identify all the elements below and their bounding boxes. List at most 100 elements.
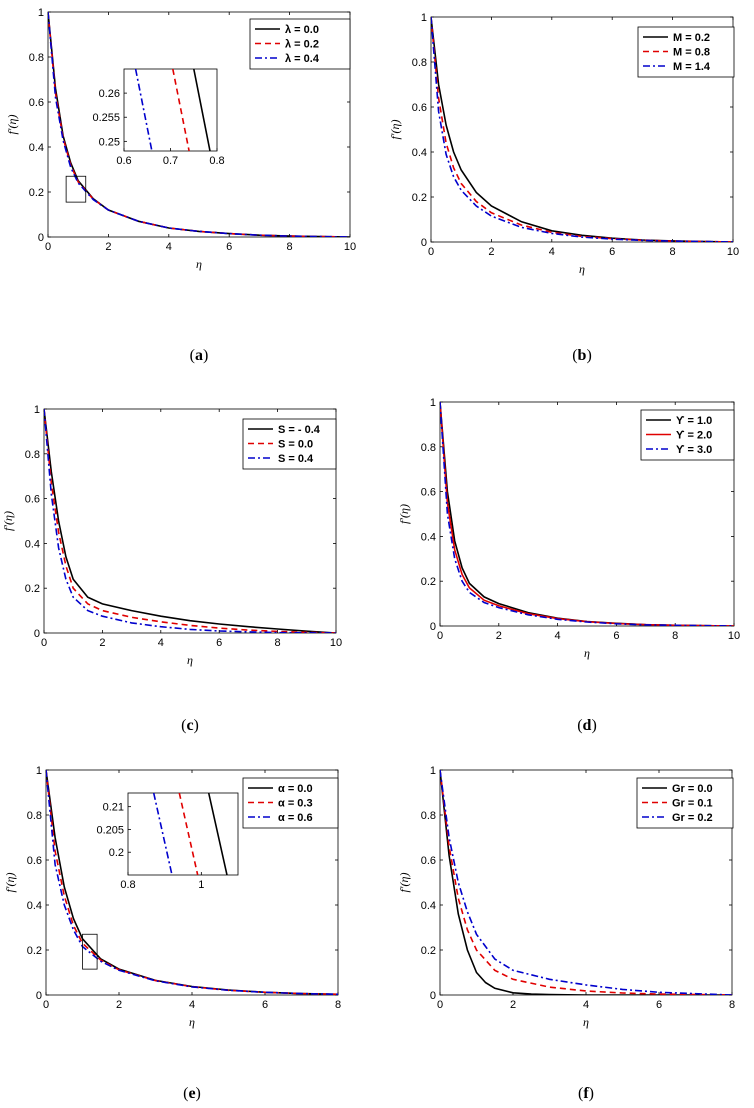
inset-series-line-3 <box>152 793 173 875</box>
inset-plot: 0.6 0.7 0.8 0.25 0.255 0.26 <box>92 68 225 167</box>
inset-y-tick-label: 0.26 <box>99 88 120 100</box>
inset-plot: 0.8 1 0.2 0.205 0.21 <box>96 792 239 891</box>
y-tick-label: 0.2 <box>29 187 44 199</box>
legend: Gr = 0.0 Gr = 0.1 Gr = 0.2 <box>636 777 734 829</box>
y-tick-label: 0 <box>430 990 436 1002</box>
y-tick-label: 0.8 <box>412 57 427 69</box>
legend-entry-3: M = 1.4 <box>673 61 711 73</box>
y-axis-label: f′(η) <box>3 873 17 893</box>
x-tick-label: 6 <box>216 637 222 649</box>
x-tick-label: 10 <box>344 241 356 253</box>
y-tick-label: 0.8 <box>27 810 42 822</box>
x-tick-label: 4 <box>158 637 164 649</box>
inset-series-line-2 <box>178 793 199 875</box>
y-tick-label: 0.8 <box>421 810 436 822</box>
legend-entry-2: S = 0.0 <box>278 439 313 451</box>
legend-entry-3: α = 0.6 <box>278 812 313 824</box>
inset-series-line-2 <box>172 69 190 151</box>
legend-entry-1: λ = 0.0 <box>285 24 319 36</box>
inset-x-tick-label: 1 <box>198 879 204 891</box>
legend-entry-1: α = 0.0 <box>278 783 313 795</box>
x-tick-label: 8 <box>672 630 678 642</box>
y-tick-label: 0.4 <box>421 900 436 912</box>
legend-entry-3: ϒ = 3.0 <box>676 444 712 456</box>
y-tick-label: 1 <box>34 404 40 416</box>
x-tick-label: 8 <box>275 637 281 649</box>
x-tick-label: 6 <box>609 246 615 258</box>
y-tick-label: 0.6 <box>421 487 436 499</box>
inset-series-line-1 <box>207 793 228 875</box>
legend-entry-1: Gr = 0.0 <box>672 783 713 795</box>
x-tick-label: 8 <box>287 241 293 253</box>
x-tick-label: 6 <box>613 630 619 642</box>
y-tick-label: 0.2 <box>25 583 40 595</box>
legend-entry-2: ϒ = 2.0 <box>676 430 712 442</box>
y-axis-label: f′(η) <box>1 511 15 531</box>
x-tick-label: 2 <box>116 999 122 1011</box>
y-axis-label: f′(η) <box>388 120 402 140</box>
y-tick-label: 0 <box>36 990 42 1002</box>
x-axis-label: η <box>187 653 193 667</box>
y-tick-label: 0.6 <box>25 494 40 506</box>
y-tick-label: 0.6 <box>412 102 427 114</box>
x-axis-label: η <box>584 646 590 660</box>
series-line-3 <box>440 770 732 995</box>
x-tick-label: 2 <box>496 630 502 642</box>
y-tick-label: 1 <box>36 765 42 777</box>
series-line-3 <box>44 409 336 633</box>
series-line-2 <box>44 409 336 633</box>
y-tick-label: 1 <box>38 7 44 19</box>
y-axis-label: f′(η) <box>397 873 411 893</box>
legend-entry-2: Gr = 0.1 <box>672 798 713 810</box>
x-tick-label: 2 <box>105 241 111 253</box>
x-tick-label: 0 <box>43 999 49 1011</box>
panel-caption: (e) <box>183 1085 201 1102</box>
series-line-1 <box>44 409 336 633</box>
inset-y-tick-label: 0.255 <box>92 112 120 124</box>
x-tick-label: 10 <box>728 630 740 642</box>
y-tick-label: 1 <box>430 397 436 409</box>
x-tick-label: 4 <box>583 999 589 1011</box>
legend: λ = 0.0 λ = 0.2 λ = 0.4 <box>249 18 351 70</box>
legend: α = 0.0 α = 0.3 α = 0.6 <box>242 777 339 829</box>
inset-y-tick-label: 0.205 <box>96 824 124 836</box>
y-tick-label: 0 <box>38 232 44 244</box>
y-tick-label: 1 <box>421 12 427 24</box>
zoom-box <box>65 175 87 203</box>
legend-entry-3: Gr = 0.2 <box>672 812 713 824</box>
series-line-3 <box>440 402 734 626</box>
x-tick-label: 2 <box>488 246 494 258</box>
legend: M = 0.2 M = 0.8 M = 1.4 <box>637 26 735 78</box>
y-tick-label: 0.2 <box>421 945 436 957</box>
inset-x-tick-label: 0.8 <box>209 155 224 167</box>
x-tick-label: 0 <box>437 630 443 642</box>
inset-y-tick-label: 0.2 <box>109 847 124 859</box>
y-tick-label: 1 <box>430 765 436 777</box>
inset-x-tick-label: 0.6 <box>116 155 131 167</box>
x-tick-label: 4 <box>555 630 561 642</box>
legend-entry-1: ϒ = 1.0 <box>676 415 712 427</box>
x-tick-label: 8 <box>335 999 341 1011</box>
series-line-2 <box>440 770 732 995</box>
x-tick-label: 10 <box>330 637 342 649</box>
x-tick-label: 4 <box>189 999 195 1011</box>
x-tick-label: 6 <box>226 241 232 253</box>
y-tick-label: 0.8 <box>421 442 436 454</box>
legend-entry-3: S = 0.4 <box>278 453 314 465</box>
x-tick-label: 0 <box>437 999 443 1011</box>
x-axis-label: η <box>579 262 585 276</box>
panel-caption: (f) <box>578 1085 594 1102</box>
y-tick-label: 0.6 <box>421 855 436 867</box>
legend-entry-2: α = 0.3 <box>278 798 313 810</box>
y-tick-label: 0.2 <box>421 576 436 588</box>
y-tick-label: 0.4 <box>27 900 42 912</box>
x-axis-label: η <box>583 1015 589 1029</box>
legend-entry-1: S = - 0.4 <box>278 424 321 436</box>
legend-entry-3: λ = 0.4 <box>285 53 320 65</box>
panel-caption: (c) <box>181 717 199 734</box>
